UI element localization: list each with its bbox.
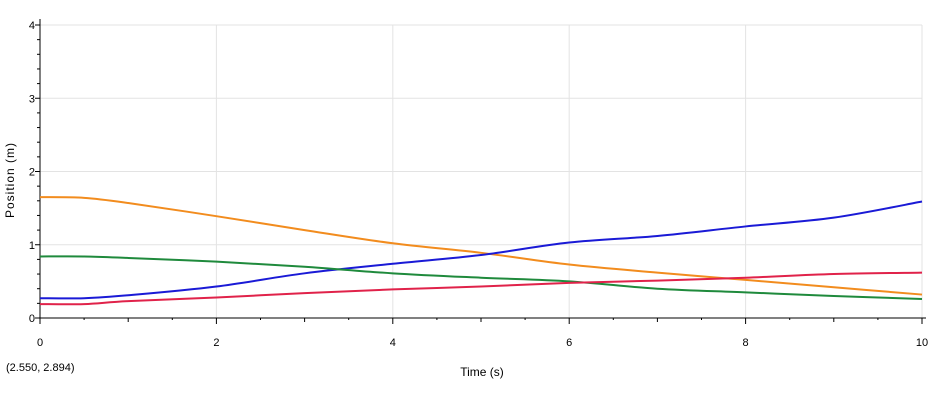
x-tick-label: 8 <box>743 337 749 349</box>
x-tick-label: 4 <box>390 337 396 349</box>
y-axis-title: Position (m) <box>3 142 17 218</box>
y-tick-label: 0 <box>29 313 35 325</box>
y-tick-label: 1 <box>29 240 35 252</box>
y-tick-label: 2 <box>29 167 35 179</box>
series-line-2 <box>39 200 923 300</box>
axis-layer: 0 1 2 3 4 0 2 4 6 8 10 <box>29 19 928 349</box>
series-line-3 <box>39 255 923 300</box>
y-tick-label: 4 <box>29 20 35 32</box>
x-tick-label: 10 <box>916 337 928 349</box>
grid-layer <box>40 24 923 318</box>
series-layer <box>39 196 923 306</box>
x-tick-label: 6 <box>566 337 572 349</box>
x-axis-title: Time (s) <box>460 365 504 379</box>
coordinate-readout: (2.550, 2.894) <box>6 362 75 374</box>
x-tick-label: 2 <box>213 337 219 349</box>
y-tick-label: 3 <box>29 93 35 105</box>
series-line-4 <box>39 271 923 306</box>
series-line-1 <box>39 196 923 296</box>
x-tick-label: 0 <box>37 337 43 349</box>
